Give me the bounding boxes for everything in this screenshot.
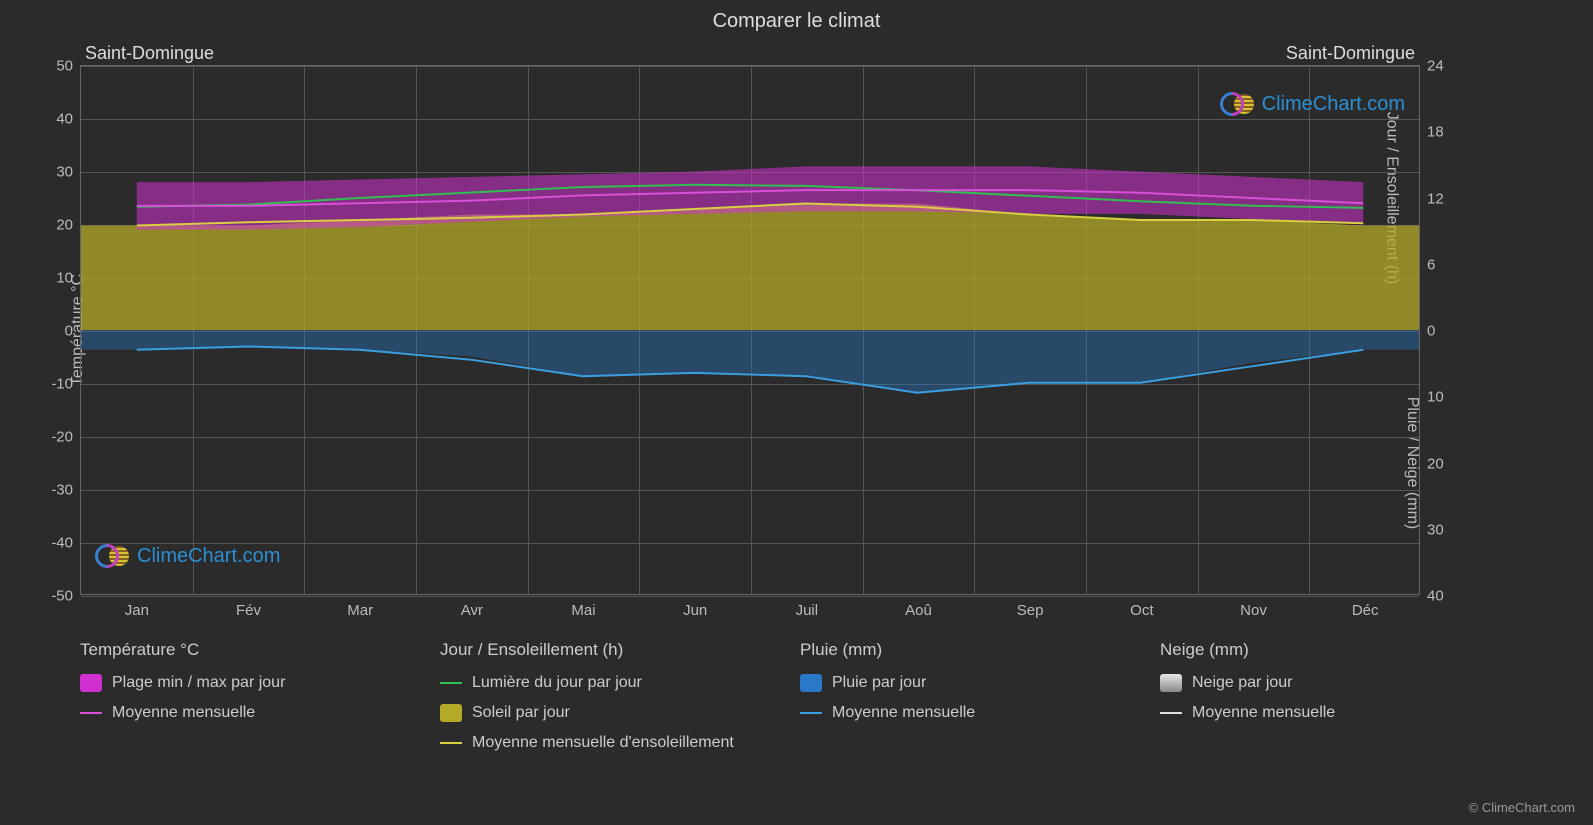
legend-label: Moyenne mensuelle xyxy=(112,704,255,722)
legend-swatch xyxy=(800,712,822,714)
watermark-text: ClimeChart.com xyxy=(1262,93,1405,116)
legend-column: Température °C Plage min / max par jour Mo… xyxy=(80,640,400,764)
y-tick-left: 30 xyxy=(56,164,73,181)
y-tick-right-hours: 0 xyxy=(1427,323,1435,340)
chart-title: Comparer le climat xyxy=(0,0,1593,33)
y-tick-right-mm: 30 xyxy=(1427,521,1444,538)
legend-header: Température °C xyxy=(80,640,400,660)
x-tick-month: Mai xyxy=(571,602,595,619)
y-tick-right-hours: 24 xyxy=(1427,58,1444,75)
legend-item: Pluie par jour xyxy=(800,674,1120,692)
copyright: © ClimeChart.com xyxy=(1469,800,1575,815)
legend-item: Lumière du jour par jour xyxy=(440,674,760,692)
legend-header: Jour / Ensoleillement (h) xyxy=(440,640,760,660)
legend-swatch xyxy=(80,712,102,714)
legend-label: Moyenne mensuelle d'ensoleillement xyxy=(472,734,734,752)
x-tick-month: Mar xyxy=(347,602,373,619)
legend-item: Plage min / max par jour xyxy=(80,674,400,692)
x-tick-month: Aoû xyxy=(905,602,932,619)
watermark-bottom: ClimeChart.com xyxy=(95,542,280,570)
chart-svg xyxy=(81,66,1419,594)
watermark-top: ClimeChart.com xyxy=(1220,90,1405,118)
rain-fill-area xyxy=(81,330,1419,393)
y-tick-left: -30 xyxy=(51,482,73,499)
y-tick-right-mm: 20 xyxy=(1427,455,1444,472)
city-label-right: Saint-Domingue xyxy=(1286,43,1415,64)
x-tick-month: Nov xyxy=(1240,602,1267,619)
y-tick-left: -10 xyxy=(51,376,73,393)
y-tick-left: 20 xyxy=(56,217,73,234)
legend-label: Pluie par jour xyxy=(832,674,926,692)
legend-header: Pluie (mm) xyxy=(800,640,1120,660)
legend-label: Soleil par jour xyxy=(472,704,570,722)
legend-item: Moyenne mensuelle xyxy=(80,704,400,722)
watermark-text: ClimeChart.com xyxy=(137,545,280,568)
legend-item: Moyenne mensuelle xyxy=(800,704,1120,722)
legend-label: Lumière du jour par jour xyxy=(472,674,642,692)
legend-column: Neige (mm) Neige par jour Moyenne mensuell… xyxy=(1160,640,1480,764)
x-tick-month: Déc xyxy=(1352,602,1379,619)
legend-swatch xyxy=(440,742,462,744)
legend-column: Pluie (mm) Pluie par jour Moyenne mensuell… xyxy=(800,640,1120,764)
y-tick-right-mm: 40 xyxy=(1427,588,1444,605)
y-tick-left: -20 xyxy=(51,429,73,446)
x-tick-month: Sep xyxy=(1017,602,1044,619)
legend: Température °C Plage min / max par jour Mo… xyxy=(80,640,1480,764)
legend-swatch xyxy=(440,704,462,722)
y-tick-left: -40 xyxy=(51,535,73,552)
x-tick-month: Avr xyxy=(461,602,483,619)
legend-header: Neige (mm) xyxy=(1160,640,1480,660)
y-tick-left: 0 xyxy=(65,323,73,340)
y-tick-left: -50 xyxy=(51,588,73,605)
legend-swatch xyxy=(440,682,462,684)
x-tick-month: Oct xyxy=(1130,602,1153,619)
x-tick-month: Juil xyxy=(796,602,819,619)
plot-region: 50403020100-10-20-30-40-5024181260102030… xyxy=(80,65,1420,595)
x-tick-month: Jun xyxy=(683,602,707,619)
x-tick-month: Jan xyxy=(125,602,149,619)
y-tick-left: 40 xyxy=(56,111,73,128)
legend-column: Jour / Ensoleillement (h) Lumière du jour… xyxy=(440,640,760,764)
y-tick-right-mm: 10 xyxy=(1427,389,1444,406)
city-label-left: Saint-Domingue xyxy=(85,43,214,64)
chart-plot-area: Saint-Domingue Saint-Domingue Températur… xyxy=(80,65,1420,595)
y-tick-left: 50 xyxy=(56,58,73,75)
legend-item: Moyenne mensuelle xyxy=(1160,704,1480,722)
legend-label: Moyenne mensuelle xyxy=(832,704,975,722)
legend-label: Neige par jour xyxy=(1192,674,1293,692)
y-tick-left: 10 xyxy=(56,270,73,287)
legend-label: Moyenne mensuelle xyxy=(1192,704,1335,722)
legend-label: Plage min / max par jour xyxy=(112,674,285,692)
legend-swatch xyxy=(1160,674,1182,692)
y-tick-right-hours: 18 xyxy=(1427,124,1444,141)
legend-swatch xyxy=(800,674,822,692)
climechart-logo-icon xyxy=(95,542,131,570)
y-tick-right-hours: 6 xyxy=(1427,256,1435,273)
legend-item: Moyenne mensuelle d'ensoleillement xyxy=(440,734,760,752)
x-tick-month: Fév xyxy=(236,602,261,619)
grid-line-h xyxy=(81,596,1419,597)
y-tick-right-hours: 12 xyxy=(1427,190,1444,207)
legend-swatch xyxy=(80,674,102,692)
legend-item: Soleil par jour xyxy=(440,704,760,722)
climechart-logo-icon xyxy=(1220,90,1256,118)
legend-swatch xyxy=(1160,712,1182,714)
legend-item: Neige par jour xyxy=(1160,674,1480,692)
